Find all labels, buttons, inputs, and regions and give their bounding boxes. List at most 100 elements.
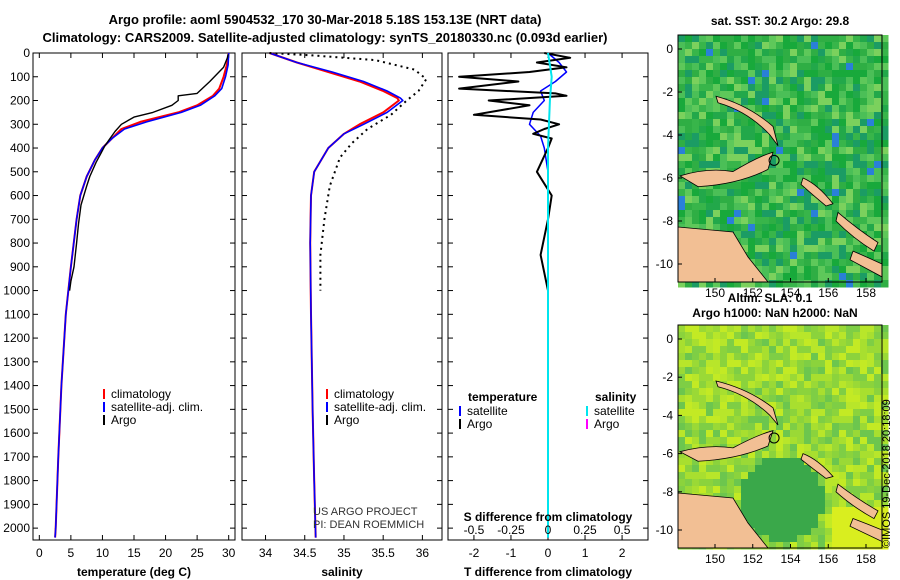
map-pixel xyxy=(825,182,833,190)
map-pixel xyxy=(860,126,868,134)
map-pixel xyxy=(804,140,812,148)
map-pixel xyxy=(720,339,728,347)
map-pixel xyxy=(699,133,707,141)
map-pixel xyxy=(762,77,770,85)
map-pixel xyxy=(797,374,805,382)
map-pixel xyxy=(706,486,714,494)
map-pixel xyxy=(874,203,882,211)
map-pixel xyxy=(818,381,826,389)
map-pixel xyxy=(832,360,840,368)
map-pixel xyxy=(741,437,749,445)
map-pixel xyxy=(769,112,777,120)
map-pixel xyxy=(685,203,693,211)
map-pixel xyxy=(755,360,763,368)
map-pixel xyxy=(804,210,812,218)
map-pixel xyxy=(783,119,791,127)
map-pixel xyxy=(867,479,875,487)
map-pixel xyxy=(762,168,770,176)
map-xtick-label: 150 xyxy=(705,552,725,566)
map-pixel xyxy=(699,189,707,197)
map-pixel xyxy=(874,224,882,232)
map-pixel xyxy=(797,112,805,120)
map-pixel xyxy=(804,126,812,134)
map-pixel xyxy=(874,395,882,403)
map-pixel xyxy=(727,353,735,361)
map-pixel xyxy=(846,416,854,424)
map-pixel xyxy=(727,381,735,389)
map-pixel xyxy=(776,280,784,288)
map-pixel xyxy=(881,381,889,389)
map-pixel xyxy=(727,374,735,382)
map-pixel xyxy=(783,49,791,57)
map-pixel xyxy=(769,465,777,473)
map-pixel xyxy=(734,367,742,375)
map-pixel xyxy=(860,133,868,141)
map-pixel xyxy=(804,388,812,396)
map-pixel xyxy=(853,416,861,424)
map-pixel xyxy=(755,332,763,340)
map-pixel xyxy=(846,203,854,211)
map-pixel xyxy=(881,451,889,459)
map-pixel xyxy=(818,346,826,354)
map-pixel xyxy=(713,388,721,396)
map-pixel xyxy=(860,472,868,480)
map-pixel xyxy=(762,49,770,57)
map-pixel xyxy=(769,325,777,333)
map-pixel xyxy=(881,35,889,43)
map-pixel xyxy=(867,437,875,445)
map-pixel xyxy=(874,35,882,43)
map-pixel xyxy=(720,416,728,424)
sdiff-xtick-label: -0.5 xyxy=(464,523,485,537)
map-pixel xyxy=(846,521,854,529)
land-new-ireland xyxy=(715,95,779,146)
map-pixel xyxy=(776,147,784,155)
map-pixel xyxy=(874,154,882,162)
map-pixel xyxy=(706,409,714,417)
map-pixel xyxy=(748,332,756,340)
map-pixel xyxy=(713,409,721,417)
map-pixel xyxy=(811,409,819,417)
map-pixel xyxy=(797,346,805,354)
map-pixel xyxy=(853,217,861,225)
map-pixel xyxy=(720,325,728,333)
map-pixel xyxy=(853,367,861,375)
map-pixel xyxy=(720,105,728,113)
map-pixel xyxy=(874,367,882,375)
map-pixel xyxy=(727,140,735,148)
map-pixel xyxy=(748,84,756,92)
map-pixel xyxy=(783,210,791,218)
map-pixel xyxy=(839,126,847,134)
map-pixel xyxy=(734,430,742,438)
map-pixel xyxy=(783,112,791,120)
map-pixel xyxy=(685,353,693,361)
map-pixel xyxy=(846,147,854,155)
map-pixel xyxy=(825,133,833,141)
map-pixel xyxy=(853,528,861,536)
map-pixel xyxy=(790,486,798,494)
map-pixel xyxy=(720,374,728,382)
map-pixel xyxy=(811,105,819,113)
float-position-marker xyxy=(768,432,780,444)
map-pixel xyxy=(678,189,686,197)
map-pixel xyxy=(846,402,854,410)
map-pixel xyxy=(804,168,812,176)
map-pixel xyxy=(762,521,770,529)
map-pixel xyxy=(825,203,833,211)
map-pixel xyxy=(804,353,812,361)
map-pixel xyxy=(811,360,819,368)
map-pixel xyxy=(734,374,742,382)
map-pixel xyxy=(818,168,826,176)
map-pixel xyxy=(867,35,875,43)
map-pixel xyxy=(846,353,854,361)
map-pixel xyxy=(755,140,763,148)
map-pixel xyxy=(776,465,784,473)
map-pixel xyxy=(818,252,826,260)
map-pixel xyxy=(769,77,777,85)
map-pixel xyxy=(713,465,721,473)
map-pixel xyxy=(699,49,707,57)
map-pixel xyxy=(699,381,707,389)
map-pixel xyxy=(881,77,889,85)
map-pixel xyxy=(762,514,770,522)
map-pixel xyxy=(776,493,784,501)
map-pixel xyxy=(734,437,742,445)
